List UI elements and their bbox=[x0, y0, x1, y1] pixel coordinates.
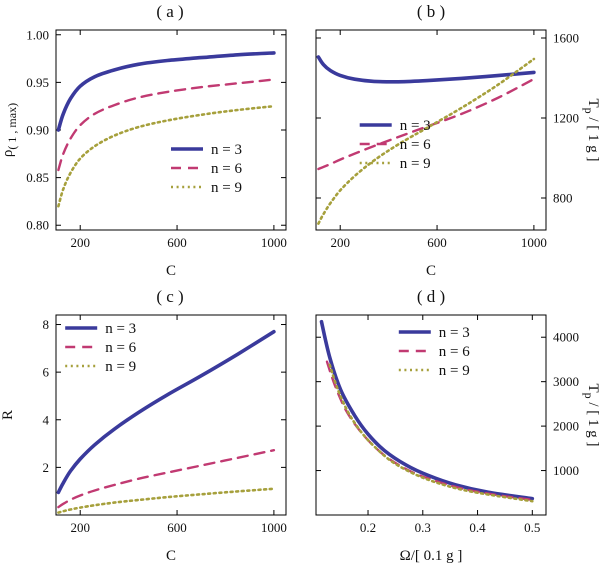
svg-text:3000: 3000 bbox=[553, 374, 579, 389]
svg-text:600: 600 bbox=[167, 520, 187, 535]
svg-text:1000: 1000 bbox=[261, 520, 287, 535]
svg-text:4: 4 bbox=[43, 412, 50, 427]
svg-text:600: 600 bbox=[427, 235, 447, 250]
svg-text:C: C bbox=[166, 548, 176, 564]
chart-plot-b: 200 600 1000 800 1200 1600 n = 3 n = 6 n = 9 C Tp … bbox=[315, 29, 600, 279]
svg-text:1600: 1600 bbox=[553, 31, 579, 46]
chart-plot-c: 200 600 1000 2 4 6 8 n = 3 n = 6 n = 9 C R bbox=[0, 314, 287, 564]
panel-b: ( b ) 200 600 1000 800 1200 1600 n = 3 n = 6 n =… bbox=[300, 0, 600, 285]
svg-text:6: 6 bbox=[43, 365, 50, 380]
svg-text:n = 6: n = 6 bbox=[439, 344, 470, 360]
svg-text:n = 3: n = 3 bbox=[439, 325, 470, 341]
svg-text:Tp / [ 1 g ]: Tp / [ 1 g ] bbox=[582, 383, 600, 446]
chart-title-c: ( c ) bbox=[156, 287, 184, 306]
svg-text:8: 8 bbox=[43, 317, 50, 332]
panel-d: ( d ) 0.2 0.3 0.4 0.5 1000 2000 3000 4000 n = 3 n… bbox=[300, 285, 600, 570]
svg-text:n = 3: n = 3 bbox=[105, 321, 136, 337]
svg-text:0.2: 0.2 bbox=[360, 520, 376, 535]
svg-text:200: 200 bbox=[330, 235, 350, 250]
svg-text:0.90: 0.90 bbox=[26, 123, 49, 138]
svg-text:4000: 4000 bbox=[553, 330, 579, 345]
svg-text:1000: 1000 bbox=[261, 235, 287, 250]
svg-text:n = 3: n = 3 bbox=[211, 142, 242, 158]
svg-text:200: 200 bbox=[70, 235, 90, 250]
svg-text:0.80: 0.80 bbox=[26, 218, 49, 233]
panel-a: ( a ) 200 600 1000 0.80 0.85 0.90 0.95 1.00 n = … bbox=[0, 0, 300, 285]
svg-text:C: C bbox=[166, 263, 176, 279]
chart-title-b: ( b ) bbox=[416, 2, 446, 21]
svg-text:1000: 1000 bbox=[521, 235, 547, 250]
svg-text:1200: 1200 bbox=[553, 111, 579, 126]
svg-text:ρ( 1 , max): ρ( 1 , max) bbox=[0, 103, 19, 157]
svg-text:0.3: 0.3 bbox=[415, 520, 431, 535]
svg-text:800: 800 bbox=[553, 191, 573, 206]
svg-text:C: C bbox=[426, 263, 436, 279]
svg-text:600: 600 bbox=[167, 235, 187, 250]
svg-text:1.00: 1.00 bbox=[26, 27, 49, 42]
svg-text:n = 6: n = 6 bbox=[211, 161, 242, 177]
svg-text:n = 9: n = 9 bbox=[211, 180, 242, 196]
chart-title-a: ( a ) bbox=[156, 2, 184, 21]
svg-text:1000: 1000 bbox=[553, 463, 579, 478]
svg-text:n = 9: n = 9 bbox=[400, 156, 431, 172]
chart-plot-a: 200 600 1000 0.80 0.85 0.90 0.95 1.00 n = 3 n = 6… bbox=[0, 27, 287, 279]
svg-text:2: 2 bbox=[43, 460, 50, 475]
svg-text:n = 3: n = 3 bbox=[400, 118, 431, 134]
svg-text:0.5: 0.5 bbox=[524, 520, 540, 535]
chart-title-d: ( d ) bbox=[416, 287, 446, 306]
chart-plot-d: 0.2 0.3 0.4 0.5 1000 2000 3000 4000 n = 3 n = 6 n … bbox=[315, 314, 600, 564]
svg-text:0.4: 0.4 bbox=[469, 520, 486, 535]
svg-text:R: R bbox=[0, 410, 16, 420]
svg-text:n = 9: n = 9 bbox=[439, 363, 470, 379]
svg-text:Ω/[ 0.1 g ]: Ω/[ 0.1 g ] bbox=[400, 548, 463, 564]
svg-text:0.85: 0.85 bbox=[26, 170, 49, 185]
svg-text:200: 200 bbox=[70, 520, 90, 535]
svg-text:n = 6: n = 6 bbox=[400, 137, 431, 153]
svg-text:n = 6: n = 6 bbox=[105, 340, 136, 356]
svg-text:Tp / [ 1 g ]: Tp / [ 1 g ] bbox=[582, 98, 600, 161]
svg-text:0.95: 0.95 bbox=[26, 75, 49, 90]
svg-text:n = 9: n = 9 bbox=[105, 359, 136, 375]
svg-text:2000: 2000 bbox=[553, 419, 579, 434]
panel-c: ( c ) 200 600 1000 2 4 6 8 n = 3 n = 6 n = 9 C R bbox=[0, 285, 300, 570]
